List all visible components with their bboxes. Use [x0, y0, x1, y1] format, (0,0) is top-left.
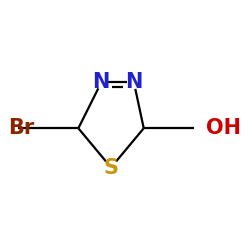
Text: Br: Br [8, 118, 34, 138]
Text: N: N [125, 72, 142, 92]
Text: OH: OH [206, 118, 241, 138]
Text: S: S [104, 158, 118, 178]
Text: N: N [92, 72, 110, 92]
